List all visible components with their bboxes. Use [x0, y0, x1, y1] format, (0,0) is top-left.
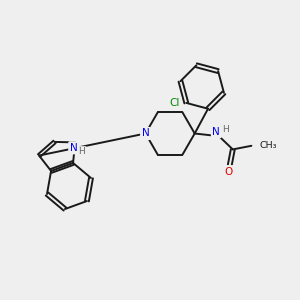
Text: H: H [78, 148, 85, 157]
Text: N: N [212, 127, 220, 137]
Text: Cl: Cl [170, 98, 180, 108]
Text: H: H [222, 125, 229, 134]
Text: N: N [142, 128, 149, 139]
Text: N: N [70, 143, 77, 153]
Text: CH₃: CH₃ [260, 141, 277, 150]
Text: O: O [224, 167, 232, 177]
